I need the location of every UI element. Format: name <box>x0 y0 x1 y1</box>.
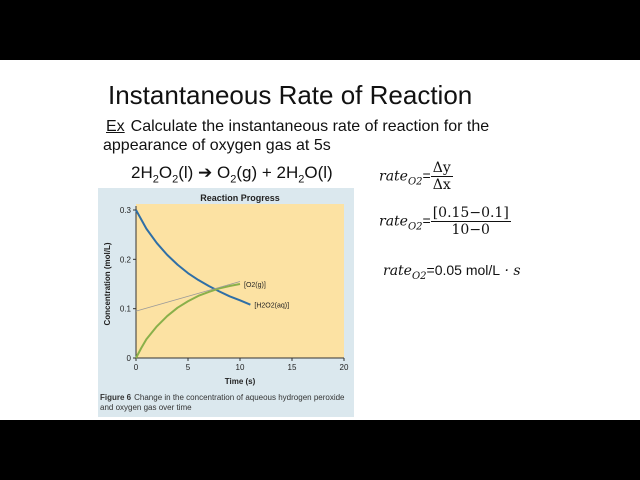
y-axis-label: Concentration (mol/L) <box>103 242 112 325</box>
bottom-letterbox <box>0 420 640 480</box>
x-tick-label: 5 <box>186 363 191 372</box>
rate-formula-1: rateO2= Δy Δx <box>379 160 453 193</box>
reaction-progress-chart: Reaction Progress 0 0.1 0.2 0.3 0 5 10 15 20 Time … <box>103 193 349 386</box>
x-tick-label: 20 <box>340 363 349 372</box>
rate-formula-2: rateO2= [0.15−0.1] 10−0 <box>379 205 511 238</box>
slide: Instantaneous Rate of Reaction Ex Calcula… <box>0 60 640 420</box>
y-tick-label: 0.3 <box>120 206 132 215</box>
rate-result: rateO2=0.05 mol/L · s <box>383 262 521 282</box>
plot-area <box>136 204 344 358</box>
example-label: Ex <box>106 118 125 135</box>
y-tick-label: 0.1 <box>120 305 132 314</box>
series-label: [H2O2(aq)] <box>254 303 289 310</box>
figure-caption-text: Change in the concentration of aqueous h… <box>100 393 345 412</box>
x-axis-label: Time (s) <box>225 377 256 386</box>
y-tick-label: 0.2 <box>120 255 132 264</box>
y-tick-label: 0 <box>127 354 132 363</box>
x-tick-label: 15 <box>288 363 297 372</box>
task-text: Ex Calculate the instantaneous rate of re… <box>103 117 503 155</box>
series-line <box>135 209 251 306</box>
arrow-icon: ➔ <box>198 163 213 182</box>
chemical-equation: 2H2O2(l) ➔ O2(g) + 2H2O(l) <box>131 163 333 186</box>
figure-panel: Reaction Progress 0 0.1 0.2 0.3 0 5 10 15 20 Time … <box>98 188 354 417</box>
task-question: Calculate the instantaneous rate of reac… <box>103 118 490 154</box>
top-letterbox <box>0 0 640 60</box>
chart-title: Reaction Progress <box>200 193 280 203</box>
x-tick-label: 0 <box>134 363 139 372</box>
x-tick-label: 10 <box>236 363 245 372</box>
figure-caption: Figure 6 Change in the concentration of a… <box>100 393 350 413</box>
figure-caption-label: Figure 6 <box>100 393 132 402</box>
slide-title: Instantaneous Rate of Reaction <box>108 80 473 110</box>
tangent-line <box>135 281 241 312</box>
series-label: [O2(g)] <box>244 282 266 289</box>
series-line <box>135 283 241 359</box>
